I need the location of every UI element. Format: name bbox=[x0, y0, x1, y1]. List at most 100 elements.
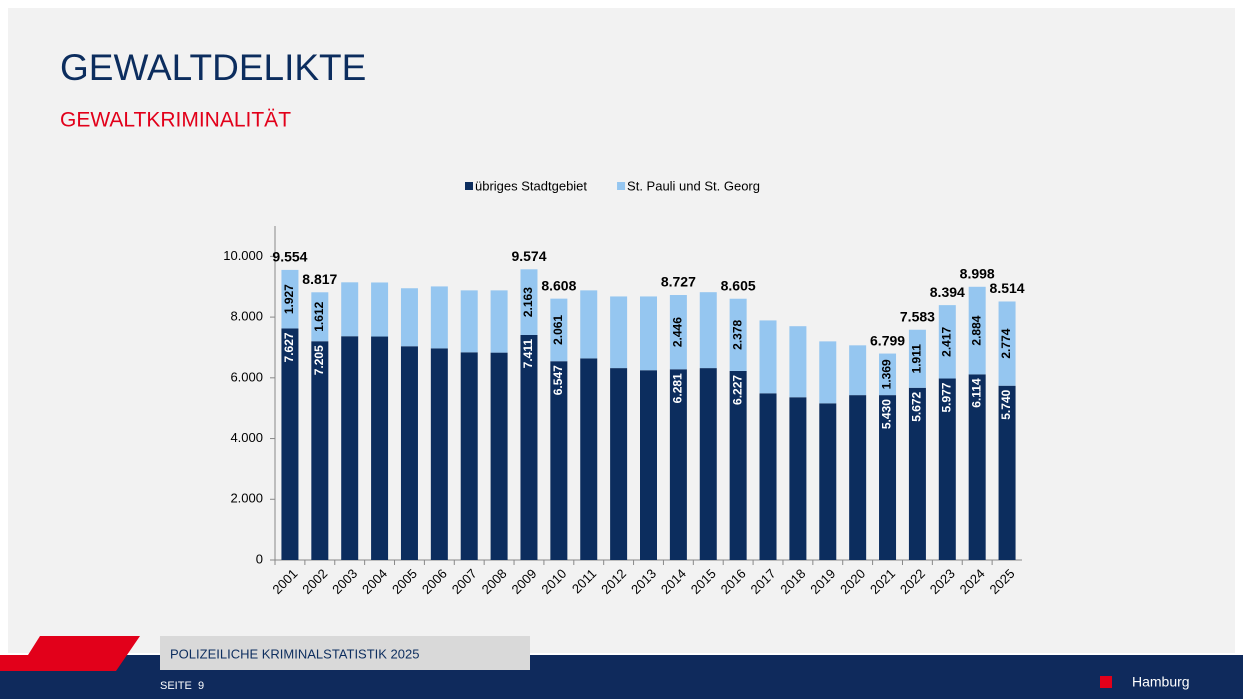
bar-segment bbox=[490, 290, 508, 353]
value-label: 6.227 bbox=[730, 375, 744, 405]
legend-label: übriges Stadtgebiet bbox=[475, 178, 587, 193]
y-tick-label: 4.000 bbox=[230, 430, 263, 445]
bar-segment bbox=[908, 329, 926, 388]
bar-segment bbox=[699, 292, 717, 369]
value-label: 2.061 bbox=[551, 315, 565, 345]
bar-segment bbox=[819, 341, 837, 404]
value-label: 2.884 bbox=[969, 315, 983, 345]
bar-segment bbox=[550, 361, 568, 560]
bar-segment bbox=[580, 358, 598, 560]
value-label: 2.163 bbox=[521, 287, 535, 317]
bar-segment bbox=[729, 370, 747, 560]
bar-segment bbox=[640, 296, 657, 371]
bar-segment bbox=[669, 295, 687, 370]
bar-segment bbox=[819, 403, 837, 560]
total-label: 8.817 bbox=[302, 271, 337, 287]
legend-swatch bbox=[617, 182, 626, 190]
y-tick-label: 0 bbox=[256, 551, 263, 566]
bar-segment bbox=[460, 290, 478, 353]
logo-text: Hamburg bbox=[1132, 674, 1190, 690]
bar-segment bbox=[998, 301, 1016, 386]
bar-segment bbox=[879, 395, 897, 560]
value-label: 2.446 bbox=[671, 317, 685, 347]
value-label: 6.547 bbox=[551, 365, 565, 395]
bar-segment bbox=[430, 286, 448, 349]
y-tick-label: 10.000 bbox=[223, 248, 263, 263]
value-label: 5.977 bbox=[939, 382, 953, 412]
value-label: 2.774 bbox=[999, 328, 1013, 358]
bar-segment bbox=[849, 345, 867, 396]
legend-swatch bbox=[465, 182, 473, 190]
bar-segment bbox=[490, 352, 508, 560]
bar-segment bbox=[281, 269, 299, 329]
value-label: 6.281 bbox=[671, 373, 685, 403]
bar-segment bbox=[371, 282, 389, 337]
bar-segment bbox=[580, 290, 598, 359]
bar-segment bbox=[669, 369, 687, 560]
total-label: 8.727 bbox=[661, 274, 696, 290]
bar-segment bbox=[759, 393, 777, 560]
bar-segment bbox=[520, 334, 538, 560]
total-label: 8.514 bbox=[990, 280, 1025, 296]
bar-segment bbox=[699, 368, 717, 560]
value-label: 6.114 bbox=[969, 378, 983, 408]
total-label: 6.799 bbox=[870, 332, 905, 348]
total-label: 7.583 bbox=[900, 308, 935, 324]
bar-segment bbox=[789, 326, 807, 398]
bar-segment bbox=[968, 286, 986, 375]
bar-segment bbox=[968, 374, 986, 560]
bar-segment bbox=[610, 368, 628, 560]
y-tick-label: 6.000 bbox=[230, 369, 263, 384]
total-label: 8.394 bbox=[930, 284, 965, 300]
title: GEWALTDELIKTE bbox=[60, 47, 366, 88]
footer-accent bbox=[0, 636, 140, 671]
value-label: 1.369 bbox=[880, 359, 894, 389]
value-label: 7.205 bbox=[312, 345, 326, 375]
bar-segment bbox=[371, 336, 389, 560]
bar-segment bbox=[341, 336, 359, 560]
bar-segment bbox=[610, 296, 628, 369]
bar-segment bbox=[938, 378, 956, 560]
bar-segment bbox=[908, 387, 926, 560]
value-label: 1.612 bbox=[312, 301, 326, 331]
value-label: 7.627 bbox=[282, 332, 296, 362]
value-label: 5.740 bbox=[999, 389, 1013, 419]
total-label: 9.574 bbox=[511, 248, 546, 264]
value-label: 5.672 bbox=[910, 391, 924, 421]
footer-report: POLIZEILICHE KRIMINALSTATISTIK 2025 bbox=[170, 646, 419, 661]
bar-segment bbox=[430, 348, 448, 560]
page-number: 9 bbox=[198, 680, 204, 692]
value-label: 2.378 bbox=[730, 319, 744, 349]
value-label: 7.411 bbox=[521, 339, 535, 369]
subtitle: GEWALTKRIMINALITÄT bbox=[60, 109, 291, 132]
bar-segment bbox=[311, 292, 329, 342]
page-label: SEITE bbox=[160, 680, 192, 692]
value-label: 2.417 bbox=[939, 326, 953, 356]
logo-icon bbox=[1100, 676, 1112, 688]
bar-segment bbox=[400, 288, 418, 347]
value-label: 5.430 bbox=[880, 399, 894, 429]
total-label: 8.998 bbox=[960, 265, 995, 281]
bar-segment bbox=[998, 385, 1016, 560]
bar-segment bbox=[789, 397, 807, 560]
total-label: 8.605 bbox=[721, 277, 756, 293]
bar-segment bbox=[550, 298, 568, 362]
y-tick-label: 8.000 bbox=[230, 309, 263, 324]
bar-segment bbox=[849, 395, 867, 560]
bar-segment bbox=[640, 370, 657, 560]
bar-segment bbox=[879, 353, 897, 396]
value-label: 1.927 bbox=[282, 284, 296, 314]
bar-segment bbox=[520, 269, 538, 335]
value-label: 1.911 bbox=[910, 344, 924, 374]
total-label: 8.608 bbox=[541, 277, 576, 293]
bar-segment bbox=[311, 341, 329, 560]
total-label: 9.554 bbox=[272, 249, 307, 265]
bar-segment bbox=[341, 282, 359, 337]
bar-segment bbox=[938, 305, 956, 379]
footer-box bbox=[160, 636, 530, 670]
bar-segment bbox=[281, 328, 299, 560]
bar-segment bbox=[460, 352, 478, 560]
bar-segment bbox=[729, 298, 747, 371]
bar-segment bbox=[400, 346, 418, 560]
